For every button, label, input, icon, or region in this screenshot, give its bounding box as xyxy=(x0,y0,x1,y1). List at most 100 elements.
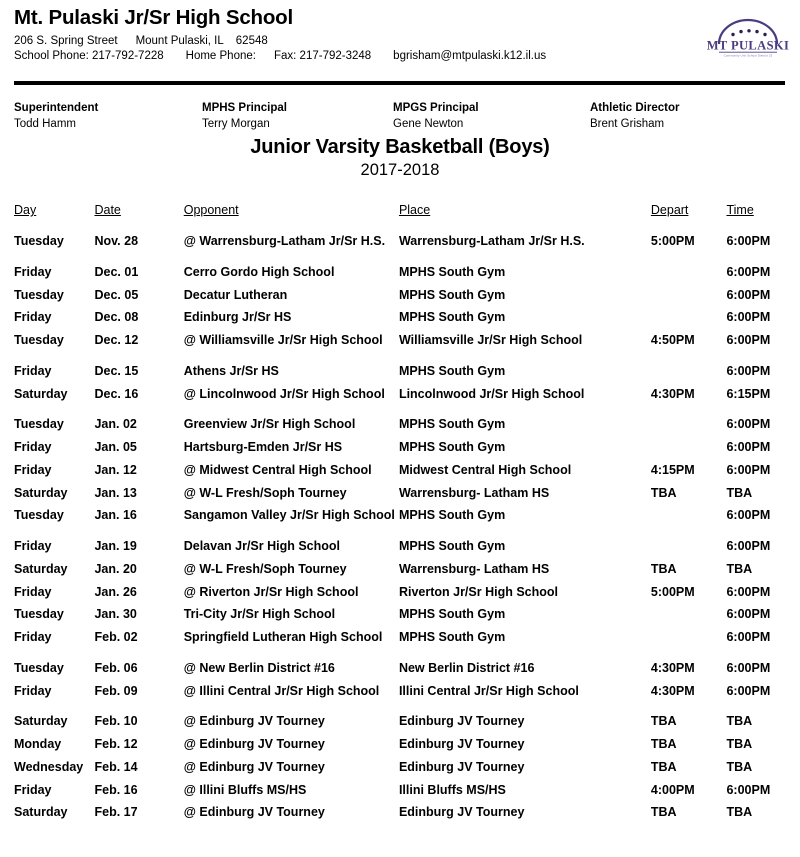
cell-day: Friday xyxy=(14,782,52,797)
cell-place: Illini Central Jr/Sr High School xyxy=(398,683,579,698)
cell-opponent: @ W-L Fresh/Soph Tourney xyxy=(183,561,347,576)
table-row: Friday Feb. 16 @ Illini Bluffs MS/HS Illini… xyxy=(0,777,800,800)
staff-person: Todd Hamm xyxy=(14,117,76,130)
cell-day: Saturday xyxy=(14,714,68,729)
cell-day: Tuesday xyxy=(14,333,64,347)
title-block: Junior Varsity Basketball (Boys) 2017-20… xyxy=(0,135,800,181)
fax-label: Fax: xyxy=(273,50,297,63)
cell-day: Friday xyxy=(14,363,52,378)
cell-opponent: Greenview Jr/Sr High School xyxy=(183,417,356,432)
schedule-table: Day Date Opponent Place Depart Time Tues… xyxy=(0,203,800,822)
cell-day: Saturday xyxy=(14,805,68,820)
cell-opponent: @ Williamsville Jr/Sr High School xyxy=(183,333,383,347)
column-header-date: Date xyxy=(94,203,183,228)
school-name: Mt. Pulaski Jr/Sr High School xyxy=(14,6,293,29)
cell-opponent: Cerro Gordo High School xyxy=(183,264,335,279)
cell-day: Friday xyxy=(14,630,52,644)
cell-time: 6:00PM xyxy=(726,660,771,675)
cell-depart: 5:00PM xyxy=(650,234,695,248)
cell-time: 6:00PM xyxy=(726,683,771,698)
cell-place: MPHS South Gym xyxy=(398,310,506,325)
staff-person: Gene Newton xyxy=(393,117,464,130)
cell-depart xyxy=(651,502,727,525)
cell-depart: 4:30PM xyxy=(650,660,695,675)
cell-date: Jan. 19 xyxy=(94,539,137,553)
cell-depart: TBA xyxy=(650,561,677,576)
cell-time: 6:00PM xyxy=(726,333,771,347)
header-divider xyxy=(14,81,785,85)
season-subtitle: 2017-2018 xyxy=(360,161,440,179)
cell-time: 6:00PM xyxy=(726,462,771,477)
column-header-depart: Depart xyxy=(651,203,727,228)
cell-place: Riverton Jr/Sr High School xyxy=(398,584,558,599)
cell-depart xyxy=(651,624,727,647)
cell-date: Dec. 05 xyxy=(94,287,139,302)
staff-role: MPGS Principal xyxy=(393,102,479,114)
staff-role: Athletic Director xyxy=(590,102,680,114)
cell-date: Feb. 06 xyxy=(94,660,138,675)
cell-time: 6:00PM xyxy=(726,584,771,599)
column-header-place-label: Place xyxy=(398,203,431,217)
cell-opponent: @ Lincolnwood Jr/Sr High School xyxy=(183,386,385,401)
cell-place: MPHS South Gym xyxy=(398,539,506,553)
table-row: Saturday Jan. 20 @ W-L Fresh/Soph Tourney W… xyxy=(0,556,800,579)
mt-pulaski-logo-icon: MT PULASKI Community Unit School Distric… xyxy=(707,14,789,58)
letterhead: Mt. Pulaski Jr/Sr High School 206 S. Spr… xyxy=(14,6,704,65)
cell-depart: TBA xyxy=(650,759,677,774)
cell-opponent: @ W-L Fresh/Soph Tourney xyxy=(183,485,347,500)
cell-date: Dec. 01 xyxy=(94,264,139,279)
cell-place: Edinburg JV Tourney xyxy=(398,805,525,820)
cell-opponent: Delavan Jr/Sr High School xyxy=(183,539,341,553)
staff-person: Terry Morgan xyxy=(202,117,270,130)
email-address: bgrisham@mtpulaski.k12.il.us xyxy=(393,50,547,63)
cell-place: Lincolnwood Jr/Sr High School xyxy=(398,386,585,401)
cell-opponent: @ Edinburg JV Tourney xyxy=(183,805,325,820)
cell-time: TBA xyxy=(726,485,753,500)
table-row: Wednesday Feb. 14 @ Edinburg JV Tourney Edi… xyxy=(0,754,800,777)
cell-depart: 4:30PM xyxy=(650,386,695,401)
address-street: 206 S. Spring Street xyxy=(14,34,118,47)
cell-opponent: Decatur Lutheran xyxy=(183,287,288,302)
cell-depart: 4:00PM xyxy=(650,782,695,797)
table-row: Tuesday Feb. 06 @ New Berlin District #16 N… xyxy=(0,647,800,678)
page-title: Junior Varsity Basketball (Boys) xyxy=(250,136,550,158)
cell-time: TBA xyxy=(726,561,753,576)
staff-row: Superintendent Todd Hamm MPHS Principal … xyxy=(0,101,800,135)
staff-role: MPHS Principal xyxy=(202,102,287,114)
cell-depart: 4:50PM xyxy=(650,333,695,347)
fax-value: 217-792-3248 xyxy=(299,50,372,63)
staff-person: Brent Grisham xyxy=(590,117,665,130)
cell-opponent: @ Illini Bluffs MS/HS xyxy=(183,782,307,797)
cell-day: Tuesday xyxy=(14,508,64,523)
cell-place: Williamsville Jr/Sr High School xyxy=(398,333,583,347)
schedule-body: Tuesday Nov. 28 @ Warrensburg-Latham Jr/Sr… xyxy=(0,228,800,822)
cell-date: Dec. 12 xyxy=(94,333,139,347)
cell-day: Friday xyxy=(14,440,52,454)
cell-day: Saturday xyxy=(14,561,68,576)
staff-athletic-director: Athletic Director Brent Grisham xyxy=(590,101,679,132)
cell-day: Friday xyxy=(14,539,52,553)
cell-date: Feb. 10 xyxy=(94,714,138,729)
staff-mphs-principal: MPHS Principal Terry Morgan xyxy=(202,101,287,132)
cell-depart: 4:30PM xyxy=(650,683,695,698)
cell-date: Jan. 13 xyxy=(94,485,137,500)
staff-superintendent: Superintendent Todd Hamm xyxy=(14,101,98,132)
cell-day: Wednesday xyxy=(14,759,84,774)
address-line: 206 S. Spring Street Mount Pulaski, IL 625… xyxy=(14,34,704,50)
cell-date: Jan. 20 xyxy=(94,561,137,576)
cell-time: 6:00PM xyxy=(726,234,771,248)
cell-day: Friday xyxy=(14,683,52,698)
cell-date: Nov. 28 xyxy=(94,234,139,248)
cell-date: Feb. 09 xyxy=(94,683,138,698)
column-header-opponent: Opponent xyxy=(184,203,399,228)
cell-date: Dec. 15 xyxy=(94,363,139,378)
cell-depart xyxy=(651,251,727,282)
cell-time: 6:00PM xyxy=(726,287,771,302)
cell-place: New Berlin District #16 xyxy=(398,660,535,675)
table-row: Friday Jan. 19 Delavan Jr/Sr High School MP… xyxy=(0,525,800,556)
cell-time: 6:00PM xyxy=(726,363,771,378)
cell-depart xyxy=(651,282,727,305)
cell-date: Feb. 16 xyxy=(94,782,138,797)
cell-opponent: Hartsburg-Emden Jr/Sr HS xyxy=(183,440,343,454)
